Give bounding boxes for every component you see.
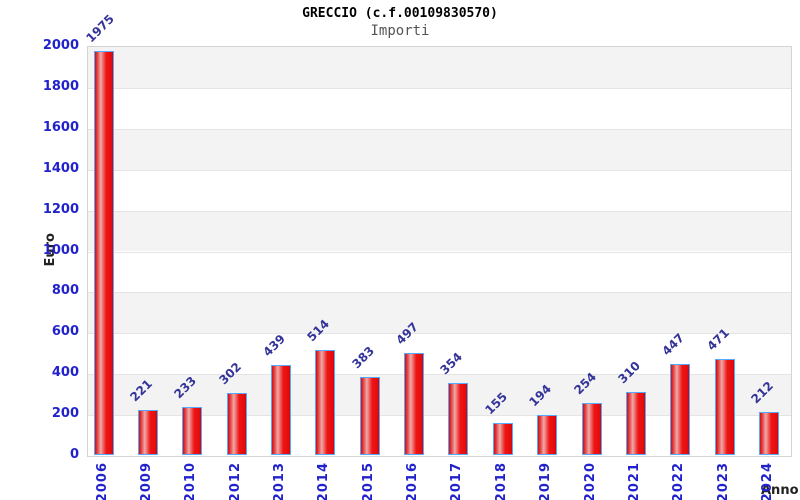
y-tick-label: 600	[51, 324, 79, 340]
x-tick-label: 2013	[271, 462, 287, 500]
gridline	[88, 128, 791, 130]
x-axis-title: Anno	[761, 483, 799, 498]
gridline	[88, 415, 791, 417]
x-tick-label: 2022	[671, 462, 687, 500]
y-tick-label: 1400	[42, 160, 79, 176]
x-tick-label: 2010	[183, 462, 199, 500]
plot-band	[88, 87, 791, 129]
bar-2020	[581, 403, 602, 455]
x-tick-label: 2019	[538, 462, 554, 500]
plot-band	[88, 251, 791, 293]
x-tick-label: 2012	[227, 462, 243, 500]
x-tick-label: 2018	[493, 462, 509, 500]
bar-2019	[537, 415, 558, 455]
bar-2010	[182, 407, 203, 455]
gridline	[88, 251, 791, 253]
bar-2009	[137, 409, 158, 455]
y-tick-label: 1600	[42, 119, 79, 135]
plot-band	[88, 292, 791, 334]
y-tick-label: 400	[51, 365, 79, 381]
gridline	[88, 292, 791, 294]
bar-2018	[492, 423, 513, 455]
x-tick-label: 2023	[715, 462, 731, 500]
plot-band	[88, 128, 791, 170]
y-tick-label: 1800	[42, 78, 79, 94]
x-tick-label: 2015	[360, 462, 376, 500]
bar-2006	[93, 51, 114, 455]
x-tick-label: 2017	[449, 462, 465, 500]
y-tick-label: 2000	[42, 38, 79, 53]
x-tick-label: 2020	[582, 462, 598, 500]
gridline	[88, 169, 791, 171]
gridline	[88, 210, 791, 212]
bar-2023	[714, 358, 735, 455]
y-tick-label: 0	[69, 447, 79, 462]
y-tick-label: 800	[51, 283, 79, 299]
bar-2012	[226, 393, 247, 455]
x-tick-label: 2024	[760, 462, 776, 500]
y-tick-label: 1200	[42, 201, 79, 217]
x-tick-label: 2006	[94, 462, 110, 500]
bar-2024	[759, 411, 780, 455]
chart-subtitle: Importi	[370, 23, 430, 39]
y-tick-label: 200	[51, 406, 79, 422]
bar-2016	[404, 353, 425, 455]
plot-band	[88, 169, 791, 211]
gridline	[88, 87, 791, 89]
bar-2014	[315, 349, 336, 455]
gridline	[88, 374, 791, 376]
x-tick-label: 2016	[405, 462, 421, 500]
x-tick-label: 2014	[316, 462, 332, 500]
x-tick-label: 2009	[138, 462, 154, 500]
bar-2017	[448, 382, 469, 455]
bar-2013	[270, 365, 291, 455]
chart-title: GRECCIO (c.f.00109830570)	[302, 6, 498, 21]
x-tick-label: 2021	[626, 462, 642, 500]
bar-2022	[670, 363, 691, 455]
plot-band	[88, 47, 791, 88]
y-tick-label: 1000	[42, 242, 79, 258]
bar-2021	[625, 391, 646, 455]
plot-band	[88, 210, 791, 252]
bar-2015	[359, 376, 380, 455]
plot-area	[87, 46, 792, 457]
gridline	[88, 333, 791, 335]
